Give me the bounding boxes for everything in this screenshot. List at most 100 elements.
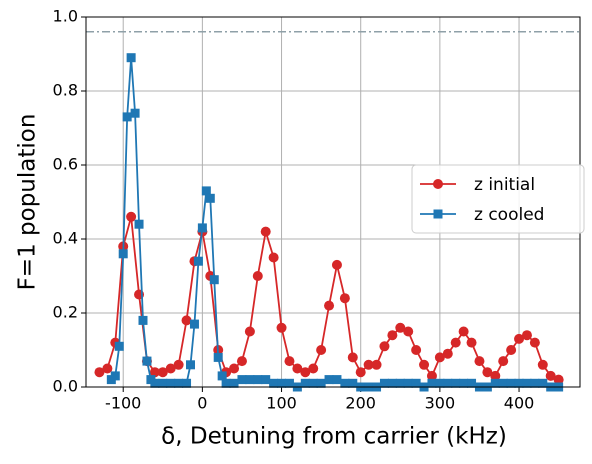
y-axis-label: F=1 population <box>15 114 41 291</box>
marker <box>340 378 350 388</box>
marker <box>229 378 239 388</box>
marker <box>419 359 430 370</box>
marker <box>442 348 453 359</box>
marker <box>308 378 318 388</box>
marker <box>260 226 271 237</box>
marker <box>126 53 136 63</box>
x-tick-label: -100 <box>105 394 141 413</box>
marker <box>126 211 137 222</box>
marker <box>201 186 211 196</box>
marker <box>347 352 358 363</box>
marker <box>165 363 176 374</box>
marker <box>181 315 192 326</box>
marker <box>363 359 374 370</box>
marker <box>332 375 342 385</box>
marker <box>138 315 148 325</box>
marker <box>379 378 389 388</box>
marker <box>522 378 532 388</box>
y-tick-label: 0.4 <box>53 229 78 248</box>
marker <box>157 367 168 378</box>
marker <box>114 341 124 351</box>
x-tick-label: 200 <box>345 394 376 413</box>
marker <box>474 356 485 367</box>
marker <box>379 341 390 352</box>
marker <box>213 352 223 362</box>
marker <box>300 378 310 388</box>
marker <box>150 378 160 388</box>
marker <box>371 359 382 370</box>
marker <box>450 337 461 348</box>
marker <box>236 356 247 367</box>
x-tick-label: 400 <box>504 394 535 413</box>
marker <box>498 356 509 367</box>
marker <box>411 345 422 355</box>
marker <box>387 378 397 388</box>
marker <box>355 367 366 378</box>
marker <box>395 378 405 388</box>
marker <box>229 363 240 374</box>
marker <box>537 359 548 370</box>
marker <box>498 378 508 388</box>
marker <box>244 326 255 337</box>
marker <box>434 352 445 363</box>
marker <box>316 378 326 388</box>
legend-label: z cooled <box>474 205 544 225</box>
marker <box>458 326 469 337</box>
legend-label: z initial <box>474 175 535 195</box>
marker <box>174 378 184 388</box>
marker <box>411 378 421 388</box>
marker <box>348 378 358 388</box>
marker <box>122 112 132 122</box>
marker <box>521 330 532 341</box>
legend-marker <box>433 209 443 219</box>
marker <box>387 330 398 341</box>
marker <box>102 363 113 374</box>
y-tick-label: 0.8 <box>53 81 78 100</box>
x-tick-label: 300 <box>425 394 456 413</box>
marker <box>490 378 500 388</box>
marker <box>284 356 295 367</box>
marker <box>173 359 184 370</box>
marker <box>245 375 255 385</box>
marker <box>221 378 231 388</box>
y-tick-label: 1.0 <box>53 7 78 26</box>
marker <box>467 378 477 388</box>
marker <box>529 337 540 348</box>
marker <box>427 378 437 388</box>
marker <box>395 322 406 333</box>
x-tick-label: 0 <box>197 394 207 413</box>
marker <box>261 375 271 385</box>
marker <box>94 367 105 378</box>
marker <box>459 378 469 388</box>
marker <box>118 249 128 259</box>
marker <box>292 363 303 374</box>
marker <box>514 378 524 388</box>
y-tick-label: 0.6 <box>53 155 78 174</box>
marker <box>403 378 413 388</box>
marker <box>490 370 501 381</box>
marker <box>530 378 540 388</box>
marker <box>134 219 144 229</box>
marker <box>130 108 140 118</box>
marker <box>300 367 311 378</box>
marker <box>237 375 247 385</box>
marker <box>545 370 556 381</box>
marker <box>514 333 525 344</box>
marker <box>276 322 287 333</box>
legend-marker <box>433 179 443 189</box>
marker <box>189 319 199 329</box>
marker <box>158 378 168 388</box>
marker <box>482 367 493 378</box>
marker <box>252 271 263 281</box>
marker <box>209 275 219 285</box>
marker <box>197 223 207 233</box>
marker <box>166 378 176 388</box>
marker <box>205 193 215 203</box>
x-axis-label: δ, Detuning from carrier (kHz) <box>161 424 507 450</box>
marker <box>506 378 516 388</box>
marker <box>331 259 342 270</box>
marker <box>324 300 335 311</box>
marker <box>324 375 334 385</box>
marker <box>253 375 263 385</box>
marker <box>149 367 160 378</box>
